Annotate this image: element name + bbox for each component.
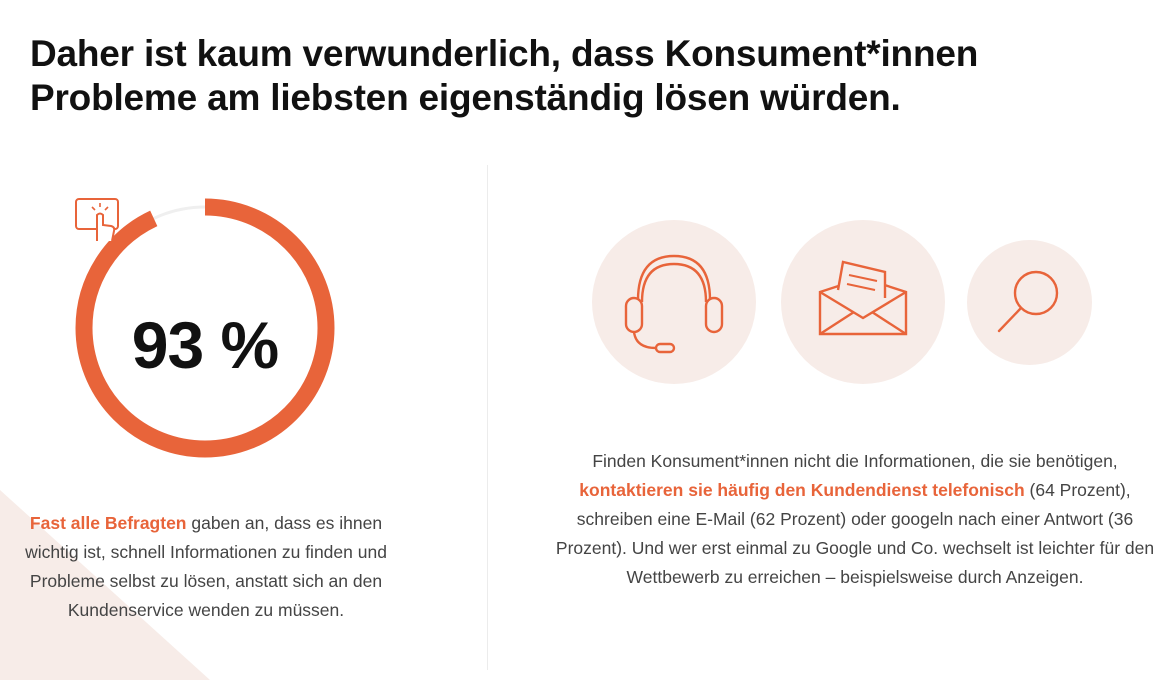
search-icon <box>997 270 1059 333</box>
right-highlight: kontaktieren sie häufig den Kundendienst… <box>579 480 1025 500</box>
page-title-line-1: Daher ist kaum verwunderlich, dass Konsu… <box>30 33 979 74</box>
page-title: Daher ist kaum verwunderlich, dass Konsu… <box>30 32 978 120</box>
touch-icon <box>75 198 119 242</box>
envelope-icon <box>818 260 908 336</box>
column-divider <box>487 165 488 670</box>
left-body: gaben an, dass es ihnen wichtig ist, sch… <box>25 513 387 620</box>
ring-progress-arc <box>75 198 335 458</box>
left-description: Fast alle Befragten gaben an, dass es ih… <box>14 509 398 625</box>
envelope-circle <box>781 220 945 384</box>
headset-icon <box>624 254 724 354</box>
right-description: Finden Konsument*innen nicht die Informa… <box>555 447 1155 592</box>
search-circle <box>967 240 1092 365</box>
percentage-value: 93 % <box>131 308 279 382</box>
ring-graphic <box>75 198 335 458</box>
headset-circle <box>592 220 756 384</box>
percentage-ring: 93 % <box>74 197 336 459</box>
right-body-end: (64 Prozent), schreiben eine E-Mail (62 … <box>555 480 1155 587</box>
left-highlight: Fast alle Befragten <box>29 513 187 533</box>
right-body-start: Finden Konsument*innen nicht die Informa… <box>592 451 1118 471</box>
page-title-line-2: Probleme am liebsten eigenständig lösen … <box>30 77 901 118</box>
